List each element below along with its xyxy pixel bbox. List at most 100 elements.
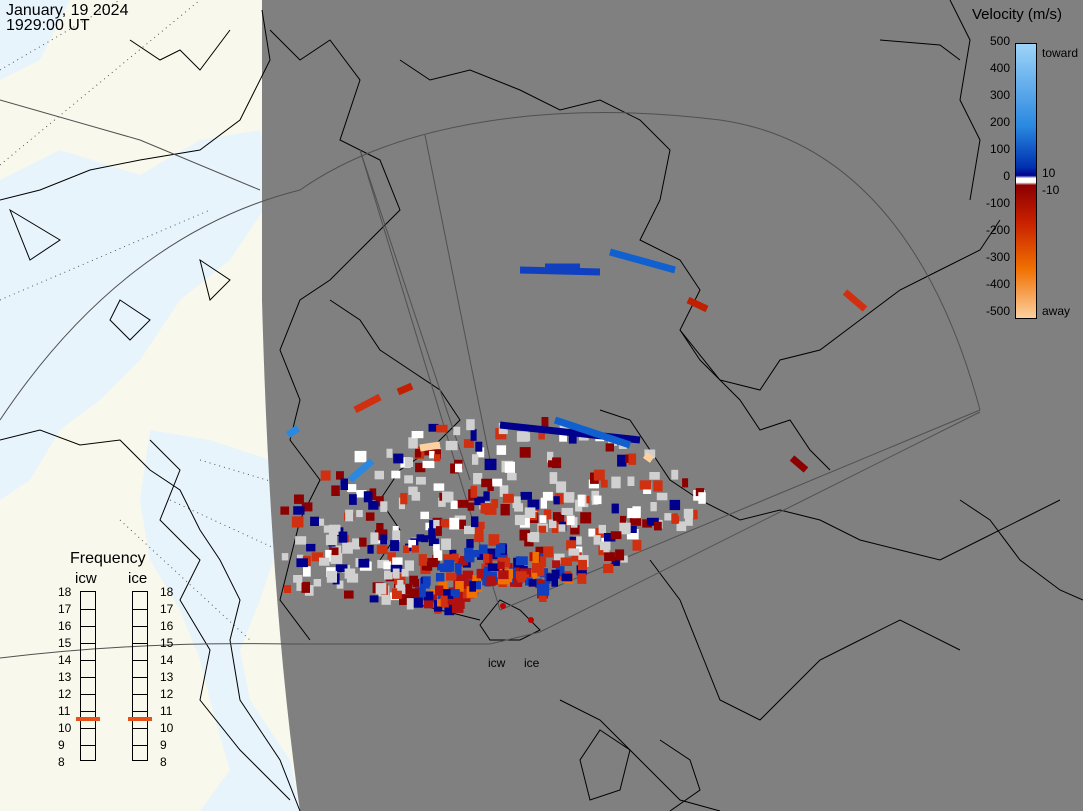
echo-cell xyxy=(435,585,444,596)
echo-cell xyxy=(477,551,488,560)
echo-cell xyxy=(455,463,463,473)
echo-cell xyxy=(593,535,601,545)
echo-cell xyxy=(472,581,482,590)
echo-cell xyxy=(404,475,413,484)
echo-cell xyxy=(452,553,459,562)
echo-cell xyxy=(433,483,445,491)
echo-cell xyxy=(512,496,521,508)
echo-cell xyxy=(497,576,510,585)
echo-cell xyxy=(349,494,357,505)
echo-cell xyxy=(527,499,540,510)
echo-cell xyxy=(553,496,560,505)
echo-cell xyxy=(519,447,531,458)
night-shadow xyxy=(262,0,1083,811)
echo-cell xyxy=(629,516,641,526)
echo-cell xyxy=(406,598,414,610)
echo-cell xyxy=(428,423,439,432)
echo-cell xyxy=(481,573,488,586)
echo-cell xyxy=(365,512,375,521)
echo-cell xyxy=(449,517,460,530)
echo-cell xyxy=(380,534,387,545)
echo-cell xyxy=(605,443,614,452)
echo-cell xyxy=(455,581,464,592)
echo-cell xyxy=(435,526,442,536)
echo-cell xyxy=(556,524,566,532)
echo-cell xyxy=(611,557,620,566)
echo-cell xyxy=(644,449,656,459)
echo-cell xyxy=(437,599,444,607)
echo-cell xyxy=(408,486,418,495)
echo-cell xyxy=(401,568,409,577)
echo-cell xyxy=(611,476,621,489)
echo-cell xyxy=(456,499,469,508)
echo-cell xyxy=(500,504,510,516)
velocity-colorbar xyxy=(1015,43,1037,319)
echo-cell xyxy=(470,429,477,441)
echo-cell xyxy=(689,509,698,520)
echo-cell xyxy=(410,588,420,597)
frequency-ladder-rung xyxy=(133,728,147,729)
echo-cell xyxy=(450,463,459,474)
colorbar-tick-label: 200 xyxy=(989,115,1010,129)
echo-cell xyxy=(313,579,322,587)
echo-cell xyxy=(455,519,466,529)
frequency-ladder-rung xyxy=(81,643,95,644)
echo-cell xyxy=(340,478,348,490)
echo-cell xyxy=(561,573,573,582)
echo-cell xyxy=(421,535,429,543)
echo-cell xyxy=(436,424,448,433)
echo-cell xyxy=(628,453,637,465)
colorbar-tick-label: -200 xyxy=(985,223,1010,237)
echo-cell xyxy=(499,485,509,497)
echo-cell xyxy=(615,549,625,561)
echo-cell xyxy=(442,491,452,503)
echo-cell xyxy=(384,570,393,580)
echo-cell xyxy=(420,511,429,520)
echo-cell xyxy=(464,525,475,535)
echo-cell xyxy=(475,441,483,452)
echo-cell xyxy=(639,480,652,490)
echo-cell xyxy=(473,473,483,485)
frequency-radar-label-icw: icw xyxy=(75,570,97,587)
echo-cell xyxy=(560,557,572,566)
frequency-ladder-rung xyxy=(81,711,95,712)
frequency-scale-label-left: 11 xyxy=(58,704,71,718)
echo-streak xyxy=(353,393,382,414)
echo-cell xyxy=(491,498,499,508)
echo-cell xyxy=(543,546,554,558)
echo-streak xyxy=(553,416,632,449)
frequency-ladder-rung xyxy=(133,745,147,746)
echo-cell xyxy=(570,525,580,535)
echo-cell xyxy=(487,563,500,572)
echo-cell xyxy=(488,534,500,546)
echo-cell xyxy=(474,496,485,506)
radar-site-icw xyxy=(500,603,506,609)
echo-cell xyxy=(443,589,454,599)
frequency-ladder-rung xyxy=(133,660,147,661)
toward-label: toward xyxy=(1042,46,1079,60)
echo-cell xyxy=(611,503,619,514)
frequency-scale-label-right: 9 xyxy=(160,738,167,752)
echo-cell xyxy=(397,580,404,591)
echo-cell xyxy=(578,559,587,571)
echo-streak xyxy=(642,452,655,463)
echo-cell xyxy=(330,552,343,564)
echo-cell xyxy=(598,524,606,534)
echo-cell xyxy=(593,469,605,481)
echo-cell xyxy=(344,590,354,599)
echo-cell xyxy=(671,469,679,480)
echo-cell xyxy=(423,598,434,609)
echo-cell xyxy=(320,470,331,481)
echo-cell xyxy=(293,575,303,583)
echo-cell xyxy=(336,580,344,589)
echo-cell xyxy=(376,523,384,535)
echo-cell xyxy=(516,431,529,442)
echo-cell xyxy=(427,558,438,568)
echo-cell xyxy=(450,500,458,509)
echo-cell xyxy=(411,545,419,553)
echo-cell xyxy=(392,530,401,542)
echo-cell xyxy=(530,532,540,543)
echo-cell xyxy=(325,534,337,546)
echo-cell xyxy=(347,484,357,493)
echo-cell xyxy=(284,585,292,593)
